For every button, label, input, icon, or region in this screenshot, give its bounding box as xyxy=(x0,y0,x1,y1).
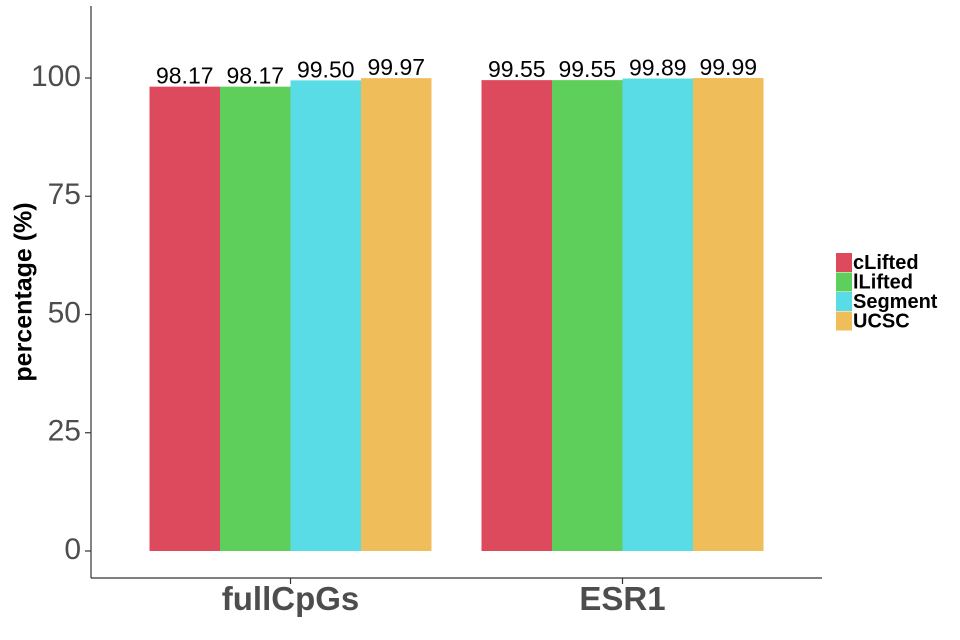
legend-key-cLifted xyxy=(836,253,852,272)
legend-key-Segment xyxy=(836,292,852,311)
y-tick-label: 50 xyxy=(48,296,81,329)
y-ticks: 0 25 50 75 100 xyxy=(31,60,91,566)
bar-Segment-fullCpGs xyxy=(290,80,361,552)
legend-label: Segment xyxy=(853,291,938,313)
bars xyxy=(149,78,764,552)
bar-UCSC-ESR1 xyxy=(693,78,764,551)
y-tick-label: 100 xyxy=(31,60,81,93)
data-label: 98.17 xyxy=(156,63,214,89)
bar-UCSC-fullCpGs xyxy=(361,78,432,551)
legend-key-UCSC xyxy=(836,311,852,331)
bar-cLifted-fullCpGs xyxy=(149,86,220,552)
y-axis-label: percentage (%) xyxy=(10,202,38,381)
legend-label: UCSC xyxy=(853,310,910,332)
y-tick-label: 75 xyxy=(48,178,81,211)
bar-Segment-ESR1 xyxy=(622,78,693,552)
axes xyxy=(90,6,822,579)
data-label: 99.89 xyxy=(629,55,687,81)
data-label: 99.55 xyxy=(558,56,616,82)
x-ticks: fullCpGs ESR1 xyxy=(222,578,666,617)
legend-key-lLifted xyxy=(836,272,852,292)
y-tick-label: 25 xyxy=(48,415,81,448)
legend-label: lLifted xyxy=(853,271,913,293)
data-label: 99.55 xyxy=(488,56,546,82)
x-tick-label: fullCpGs xyxy=(222,580,360,617)
data-labels: 98.17 98.17 99.50 99.97 99.55 99.55 99.89 99.99 xyxy=(156,54,757,89)
data-label: 99.97 xyxy=(367,54,425,80)
data-label: 98.17 xyxy=(226,63,284,89)
bar-lLifted-fullCpGs xyxy=(220,86,291,552)
bar-lLifted-ESR1 xyxy=(552,80,623,551)
data-label: 99.50 xyxy=(297,56,355,82)
legend-label: cLifted xyxy=(853,252,919,274)
y-tick-label: 0 xyxy=(64,533,81,566)
bar-cLifted-ESR1 xyxy=(481,80,552,551)
x-tick-label: ESR1 xyxy=(579,580,665,617)
data-label: 99.99 xyxy=(699,54,757,80)
